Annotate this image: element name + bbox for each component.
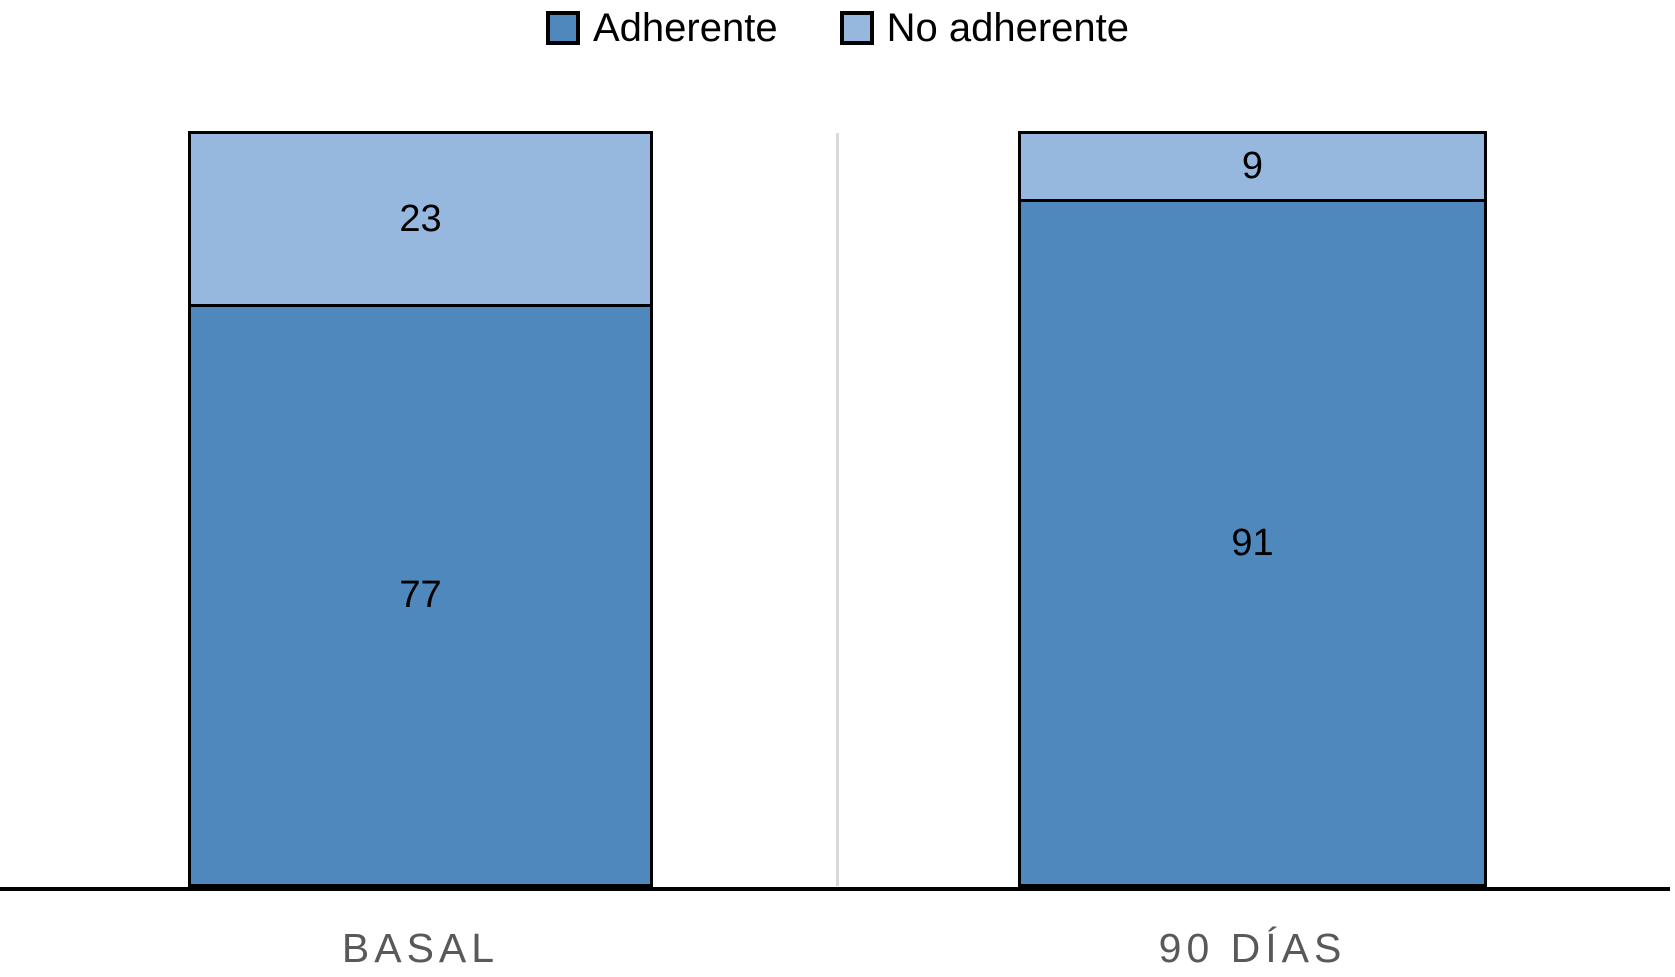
value-label-basal-adherente: 77 <box>399 574 442 617</box>
no-adherente-swatch-icon <box>839 11 874 45</box>
plot-area: 23 77 9 91 <box>0 131 1675 891</box>
bar-90-dias: 9 91 <box>1018 131 1487 887</box>
adherente-swatch-icon <box>546 11 580 45</box>
legend: Adherente No adherente <box>0 6 1675 50</box>
legend-item-no-adherente: No adherente <box>839 6 1129 50</box>
segment-basal-no-adherente: 23 <box>191 134 650 307</box>
x-axis-line <box>0 887 1670 891</box>
value-label-90-dias-no-adherente: 9 <box>1241 145 1264 188</box>
bar-basal: 23 77 <box>188 131 653 887</box>
category-divider-gridline <box>836 133 839 886</box>
legend-label-no-adherente: No adherente <box>886 6 1129 50</box>
x-axis-label-90-dias: 90 DÍAS <box>1158 925 1347 971</box>
legend-item-adherente: Adherente <box>546 6 778 50</box>
segment-basal-adherente: 77 <box>191 306 650 884</box>
segment-90-dias-no-adherente: 9 <box>1021 134 1484 202</box>
segment-90-dias-adherente: 91 <box>1021 201 1484 884</box>
legend-label-adherente: Adherente <box>593 6 778 50</box>
x-axis-label-basal: BASAL <box>341 925 500 971</box>
value-label-basal-no-adherente: 23 <box>399 197 442 240</box>
value-label-90-dias-adherente: 91 <box>1231 521 1274 564</box>
